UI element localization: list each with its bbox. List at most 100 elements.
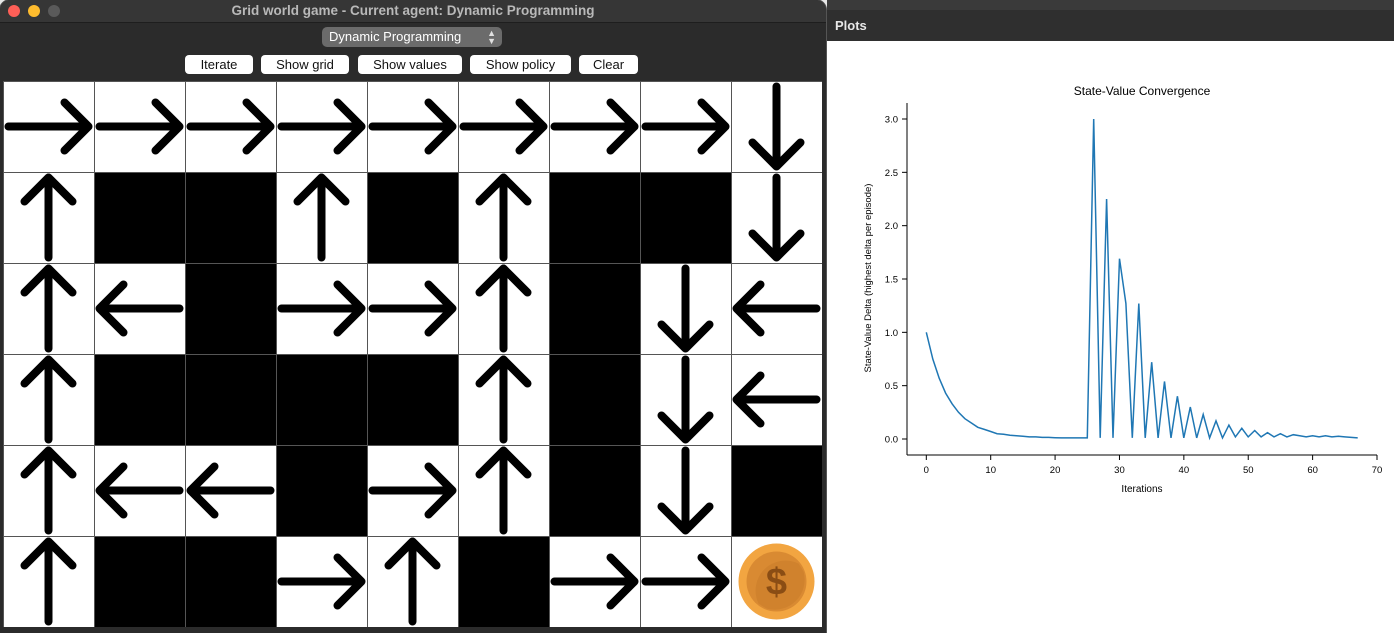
- grid-cell[interactable]: [185, 354, 276, 445]
- grid-cell[interactable]: [276, 445, 367, 536]
- window-title: Grid world game - Current agent: Dynamic…: [231, 3, 595, 18]
- x-tick-label: 70: [1372, 465, 1383, 476]
- y-tick-label: 1.5: [885, 275, 898, 286]
- grid-cell[interactable]: [640, 172, 731, 263]
- grid-cell[interactable]: [3, 536, 94, 627]
- show-values-button[interactable]: Show values: [358, 55, 462, 74]
- arrow-up-icon: [20, 264, 77, 353]
- show-grid-button[interactable]: Show grid: [261, 55, 349, 74]
- grid-cell[interactable]: [276, 354, 367, 445]
- clear-button[interactable]: Clear: [579, 55, 638, 74]
- grid-cell[interactable]: [276, 81, 367, 172]
- arrow-right-icon: [277, 98, 366, 155]
- grid-world-board[interactable]: $: [3, 81, 822, 627]
- x-axis-label: Iterations: [1121, 484, 1162, 495]
- iterate-button[interactable]: Iterate: [185, 55, 253, 74]
- arrow-up-icon: [475, 446, 532, 535]
- grid-cell[interactable]: [640, 81, 731, 172]
- grid-cell[interactable]: [3, 81, 94, 172]
- grid-cell[interactable]: $: [731, 536, 822, 627]
- grid-cell[interactable]: [549, 81, 640, 172]
- arrow-down-icon: [748, 173, 805, 262]
- grid-cell[interactable]: [731, 172, 822, 263]
- chart-series: [925, 118, 1358, 441]
- arrow-down-icon: [657, 355, 714, 444]
- grid-cell[interactable]: [640, 263, 731, 354]
- plots-header: Plots: [827, 10, 1394, 41]
- arrow-up-icon: [384, 537, 441, 626]
- grid-cell[interactable]: [549, 536, 640, 627]
- grid-cell[interactable]: [94, 536, 185, 627]
- grid-cell[interactable]: [185, 81, 276, 172]
- grid-cell[interactable]: [185, 172, 276, 263]
- y-tick-label: 0.5: [885, 381, 898, 392]
- grid-cell[interactable]: [458, 354, 549, 445]
- y-tick-label: 0.0: [885, 435, 898, 446]
- grid-cell[interactable]: [3, 445, 94, 536]
- arrow-right-icon: [368, 462, 457, 519]
- grid-cell[interactable]: [549, 172, 640, 263]
- arrow-up-icon: [475, 173, 532, 262]
- grid-cell[interactable]: [367, 445, 458, 536]
- goal-symbol: $: [766, 562, 787, 604]
- agent-select[interactable]: Dynamic Programming ▲ ▼: [322, 27, 502, 47]
- grid-cell[interactable]: [731, 445, 822, 536]
- grid-cell[interactable]: [94, 354, 185, 445]
- grid-cell[interactable]: [549, 354, 640, 445]
- arrow-right-icon: [277, 553, 366, 610]
- grid-lines: [3, 81, 822, 627]
- grid-cell[interactable]: [458, 81, 549, 172]
- grid-cell[interactable]: [94, 81, 185, 172]
- show-policy-button[interactable]: Show policy: [470, 55, 571, 74]
- grid-cell[interactable]: [640, 354, 731, 445]
- close-window-button[interactable]: [8, 5, 20, 17]
- grid-cell[interactable]: [458, 172, 549, 263]
- grid-cell[interactable]: [731, 354, 822, 445]
- arrow-right-icon: [550, 553, 639, 610]
- grid-cell[interactable]: [185, 445, 276, 536]
- grid-cell[interactable]: [731, 81, 822, 172]
- grid-cell[interactable]: [367, 536, 458, 627]
- arrow-right-icon: [95, 98, 184, 155]
- grid-cell[interactable]: [458, 445, 549, 536]
- grid-cell[interactable]: [549, 445, 640, 536]
- chart-axes: 0.0 0.5 1.0 1.5 2.0 2.5 3.0 0 10 20 30 40 50 60 70: [885, 103, 1383, 476]
- grid-cell[interactable]: [3, 263, 94, 354]
- x-tick-label: 0: [924, 465, 929, 476]
- grid-cell[interactable]: [3, 354, 94, 445]
- zoom-window-button[interactable]: [48, 5, 60, 17]
- arrow-right-icon: [641, 553, 730, 610]
- grid-cell[interactable]: [276, 263, 367, 354]
- grid-cell[interactable]: [367, 354, 458, 445]
- grid-cell[interactable]: [458, 536, 549, 627]
- select-chevron-icon: ▲ ▼: [487, 28, 496, 46]
- y-tick-label: 2.0: [885, 221, 898, 232]
- grid-cell[interactable]: [185, 263, 276, 354]
- grid-cell[interactable]: [276, 172, 367, 263]
- arrow-right-icon: [186, 98, 275, 155]
- minimize-window-button[interactable]: [28, 5, 40, 17]
- arrow-down-icon: [657, 264, 714, 353]
- grid-cell[interactable]: [731, 263, 822, 354]
- agent-select-value: Dynamic Programming: [329, 29, 462, 44]
- x-tick-label: 50: [1243, 465, 1254, 476]
- grid-cell[interactable]: [367, 81, 458, 172]
- grid-cell[interactable]: [367, 263, 458, 354]
- grid-cell[interactable]: [549, 263, 640, 354]
- y-axis-label: State-Value Delta (highest delta per epi…: [863, 184, 874, 373]
- grid-cell[interactable]: [276, 536, 367, 627]
- grid-cell[interactable]: [367, 172, 458, 263]
- y-tick-label: 1.0: [885, 328, 898, 339]
- grid-cell[interactable]: [185, 536, 276, 627]
- grid-cell[interactable]: [94, 172, 185, 263]
- x-tick-label: 30: [1114, 465, 1125, 476]
- plots-window: Plots: [827, 0, 1394, 633]
- grid-cell[interactable]: [94, 445, 185, 536]
- grid-cell[interactable]: [3, 172, 94, 263]
- grid-cell[interactable]: [458, 263, 549, 354]
- grid-cell[interactable]: [94, 263, 185, 354]
- arrow-up-icon: [20, 355, 77, 444]
- x-tick-label: 10: [985, 465, 996, 476]
- grid-cell[interactable]: [640, 445, 731, 536]
- grid-cell[interactable]: [640, 536, 731, 627]
